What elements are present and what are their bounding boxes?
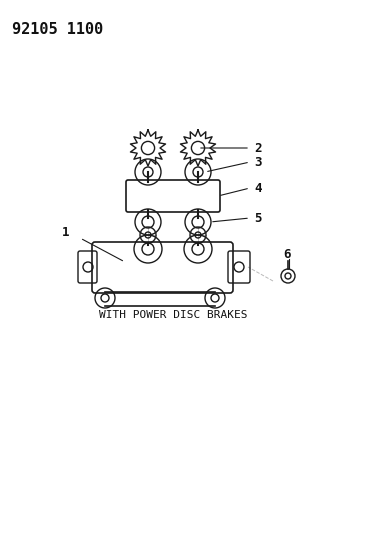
Text: 5: 5: [254, 212, 262, 224]
Text: 6: 6: [283, 248, 290, 262]
Text: 2: 2: [254, 141, 262, 155]
Text: 1: 1: [62, 225, 70, 238]
Text: WITH POWER DISC BRAKES: WITH POWER DISC BRAKES: [99, 310, 247, 320]
Text: 3: 3: [254, 156, 262, 168]
Text: 92105 1100: 92105 1100: [12, 22, 103, 37]
Text: 4: 4: [254, 182, 262, 195]
